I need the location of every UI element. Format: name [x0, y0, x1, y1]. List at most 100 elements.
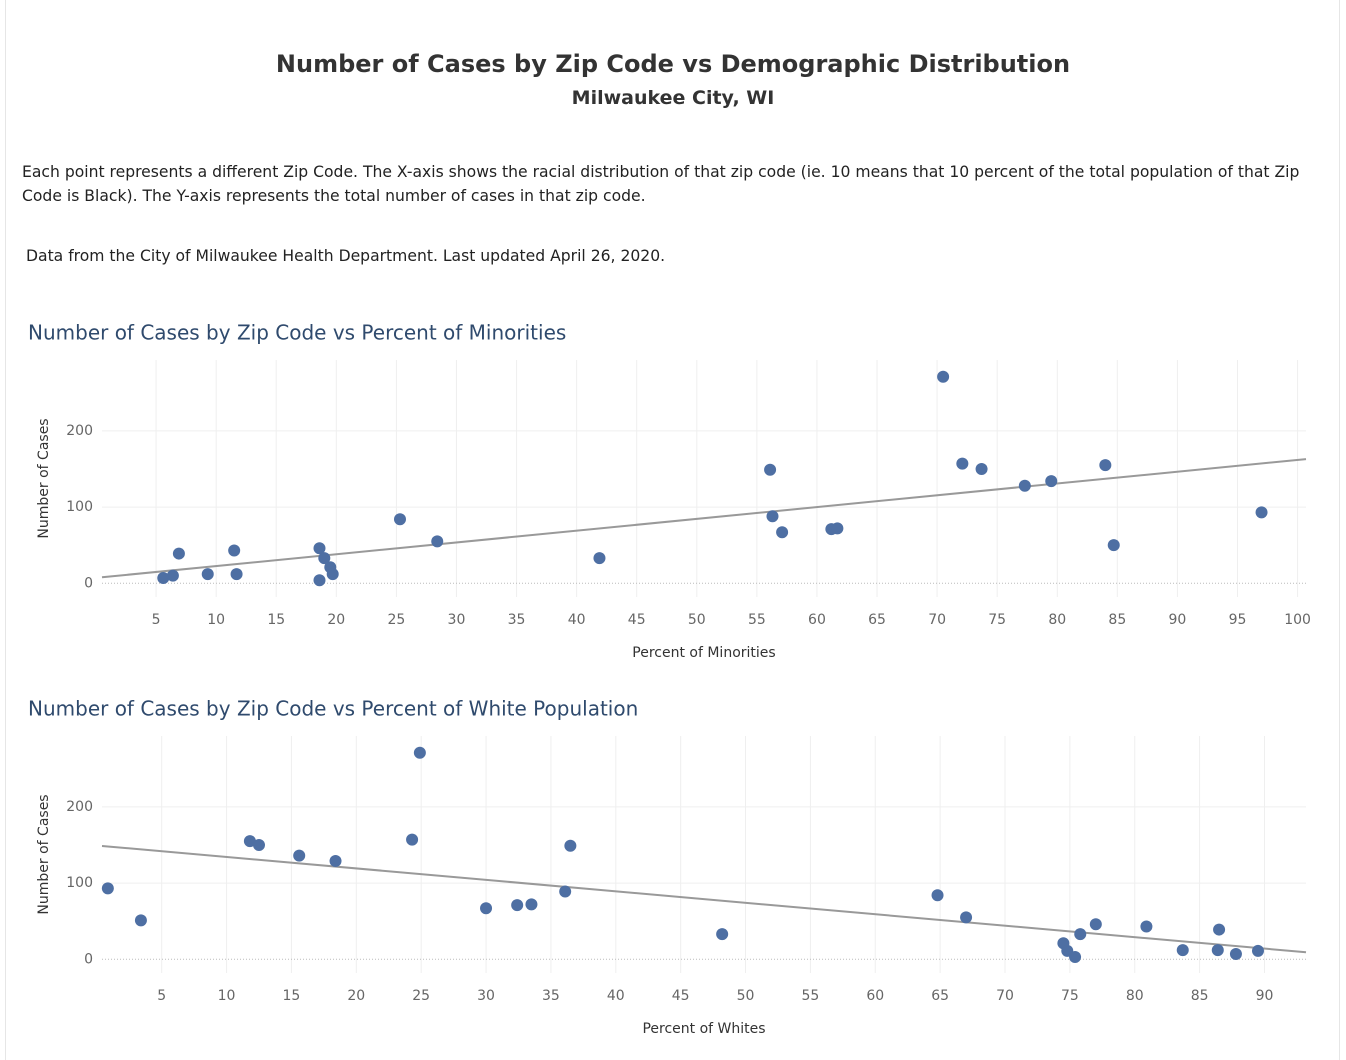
point [1069, 950, 1082, 963]
y-tick-label: 200 [66, 799, 93, 815]
point [329, 854, 342, 867]
x-tick-label: 25 [387, 612, 405, 628]
x-tick-label: 75 [1061, 988, 1079, 1004]
point [975, 462, 988, 475]
x-tick-label: 60 [808, 612, 826, 628]
point [1255, 506, 1268, 519]
y-axis-label: Number of Cases [36, 794, 52, 914]
x-tick-label: 25 [412, 988, 430, 1004]
x-tick-label: 10 [218, 988, 236, 1004]
point [593, 552, 606, 565]
x-tick-label: 45 [672, 988, 690, 1004]
y-tick-label: 0 [84, 575, 93, 591]
x-tick-label: 65 [868, 612, 886, 628]
y-axis-label: Number of Cases [36, 418, 52, 538]
point [1099, 459, 1112, 472]
point [1140, 920, 1153, 933]
point [243, 835, 256, 848]
x-tick-label: 95 [1229, 612, 1247, 628]
point [166, 569, 179, 582]
x-axis-label: Percent of Minorities [632, 645, 775, 661]
point [937, 370, 950, 383]
chart-title: Number of Cases by Zip Code vs Percent o… [28, 697, 638, 721]
point [172, 547, 185, 560]
point [1229, 947, 1242, 960]
point [201, 568, 214, 581]
x-tick-label: 15 [283, 988, 301, 1004]
point [1018, 479, 1031, 492]
page-title: Number of Cases by Zip Code vs Demograph… [275, 50, 1071, 78]
point [413, 746, 426, 759]
point [134, 914, 147, 927]
x-tick-label: 30 [448, 612, 466, 628]
point [393, 513, 406, 526]
x-tick-label: 20 [347, 988, 365, 1004]
x-tick-label: 55 [748, 612, 766, 628]
point [313, 542, 326, 555]
point [1211, 944, 1224, 957]
x-tick-label: 35 [542, 988, 560, 1004]
point [956, 457, 969, 470]
point [1045, 475, 1058, 488]
page-subtitle: Milwaukee City, WI [571, 87, 775, 109]
x-tick-label: 70 [928, 612, 946, 628]
trend-line [101, 458, 1307, 579]
x-tick-label: 90 [1169, 612, 1187, 628]
point [326, 568, 339, 581]
x-tick-label: 30 [477, 988, 495, 1004]
point [101, 882, 114, 895]
x-tick-label: 45 [628, 612, 646, 628]
point [764, 463, 777, 476]
point [230, 568, 243, 581]
x-tick-label: 65 [931, 988, 949, 1004]
frame [5, 0, 1340, 1060]
x-tick-label: 35 [508, 612, 526, 628]
x-tick-label: 60 [866, 988, 884, 1004]
x-tick-label: 85 [1108, 612, 1126, 628]
trend-line [101, 844, 1307, 954]
point [1107, 539, 1120, 552]
point [406, 833, 419, 846]
point [157, 571, 170, 584]
x-tick-label: 80 [1048, 612, 1066, 628]
point [1213, 923, 1226, 936]
x-tick-label: 85 [1191, 988, 1209, 1004]
point [559, 885, 572, 898]
point [431, 535, 444, 548]
point [831, 522, 844, 535]
x-tick-label: 70 [996, 988, 1014, 1004]
source-note: Data from the City of Milwaukee Health D… [26, 247, 666, 265]
x-tick-label: 100 [1284, 612, 1311, 628]
x-tick-label: 40 [607, 988, 625, 1004]
point [776, 526, 789, 539]
x-tick-label: 40 [568, 612, 586, 628]
x-tick-label: 15 [267, 612, 285, 628]
x-tick-label: 90 [1256, 988, 1274, 1004]
x-tick-label: 55 [801, 988, 819, 1004]
point [766, 510, 779, 523]
y-tick-label: 0 [84, 951, 93, 967]
point [931, 889, 944, 902]
x-axis-label: Percent of Whites [642, 1021, 765, 1037]
point [1074, 928, 1087, 941]
x-tick-label: 5 [152, 612, 161, 628]
point [525, 898, 538, 911]
point [1176, 944, 1189, 957]
point [1251, 944, 1264, 957]
x-tick-label: 50 [688, 612, 706, 628]
y-tick-label: 100 [66, 499, 93, 515]
description: Each point represents a different Zip Co… [22, 163, 1300, 205]
point [960, 911, 973, 924]
x-tick-label: 5 [157, 988, 166, 1004]
y-tick-label: 200 [66, 423, 93, 439]
point [313, 574, 326, 587]
point [511, 899, 524, 912]
x-tick-label: 20 [327, 612, 345, 628]
point [1089, 918, 1102, 931]
point [564, 839, 577, 852]
point [480, 902, 493, 915]
point [716, 928, 729, 941]
y-tick-label: 100 [66, 875, 93, 891]
